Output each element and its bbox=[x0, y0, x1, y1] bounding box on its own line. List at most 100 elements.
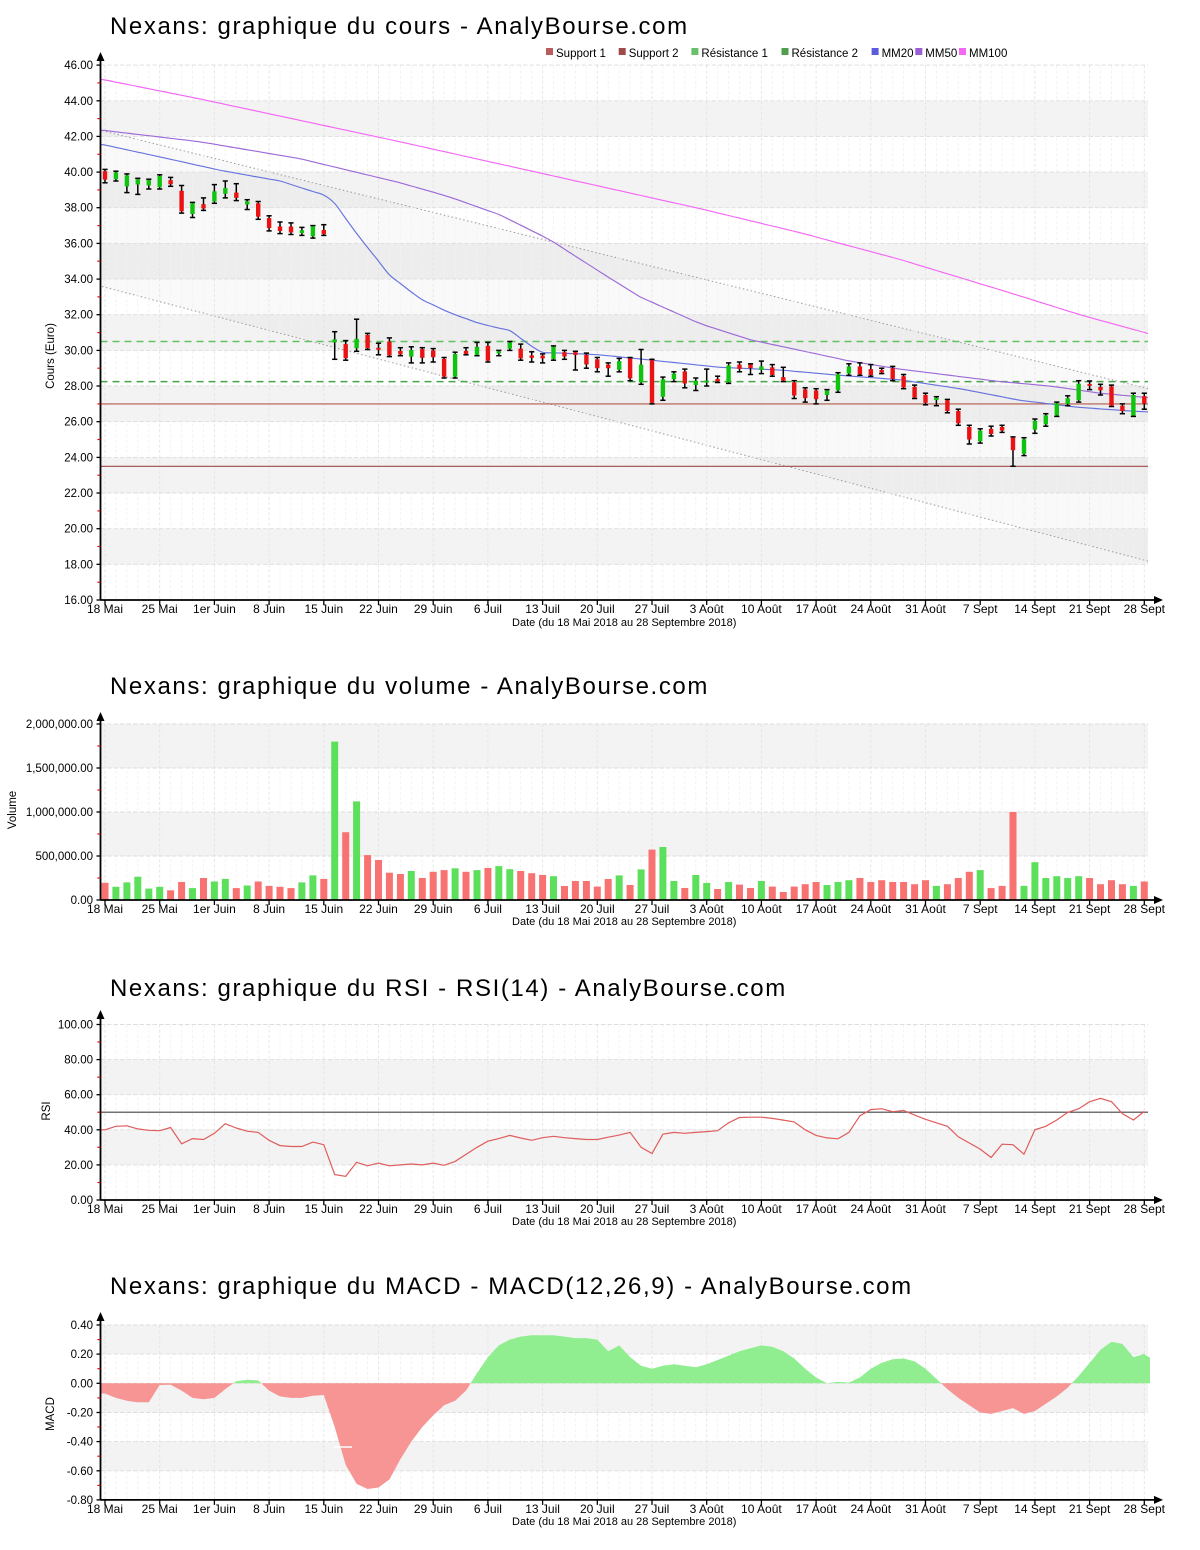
svg-text:1,500,000.00: 1,500,000.00 bbox=[26, 763, 93, 775]
svg-text:20.00: 20.00 bbox=[64, 524, 93, 536]
svg-text:7 Sept: 7 Sept bbox=[963, 902, 998, 916]
svg-text:8 Juin: 8 Juin bbox=[253, 902, 285, 916]
svg-text:7 Sept: 7 Sept bbox=[963, 1502, 998, 1516]
svg-text:Nexans: graphique du volume -: Nexans: graphique du volume - AnalyBours… bbox=[110, 673, 709, 700]
svg-text:Volume: Volume bbox=[7, 791, 19, 829]
svg-text:6 Juil: 6 Juil bbox=[474, 1502, 502, 1516]
svg-text:Cours (Euro): Cours (Euro) bbox=[45, 323, 57, 389]
svg-text:3 Août: 3 Août bbox=[690, 1502, 725, 1516]
svg-text:Nexans: graphique du RSI - RSI: Nexans: graphique du RSI - RSI(14) - Ana… bbox=[110, 975, 787, 1002]
svg-text:RSI: RSI bbox=[41, 1101, 53, 1120]
svg-text:100.00: 100.00 bbox=[58, 1020, 93, 1032]
svg-text:6 Juil: 6 Juil bbox=[474, 1202, 502, 1216]
svg-text:20.00: 20.00 bbox=[64, 1160, 93, 1172]
svg-text:24 Août: 24 Août bbox=[850, 1202, 891, 1216]
svg-text:14 Sept: 14 Sept bbox=[1014, 902, 1056, 916]
svg-text:10 Août: 10 Août bbox=[741, 902, 782, 916]
svg-text:42.00: 42.00 bbox=[64, 131, 93, 143]
svg-text:28 Sept: 28 Sept bbox=[1124, 1502, 1166, 1516]
svg-text:24 Août: 24 Août bbox=[850, 902, 891, 916]
svg-text:25 Mai: 25 Mai bbox=[142, 602, 178, 616]
svg-text:30.00: 30.00 bbox=[64, 345, 93, 357]
svg-text:22 Juin: 22 Juin bbox=[359, 602, 398, 616]
svg-text:17 Août: 17 Août bbox=[796, 1502, 837, 1516]
svg-text:10 Août: 10 Août bbox=[741, 1502, 782, 1516]
svg-text:Support 2: Support 2 bbox=[629, 48, 679, 60]
svg-text:31 Août: 31 Août bbox=[905, 602, 946, 616]
svg-text:MACD: MACD bbox=[45, 1397, 57, 1431]
svg-text:3 Août: 3 Août bbox=[690, 902, 725, 916]
svg-text:Résistance 2: Résistance 2 bbox=[792, 48, 858, 60]
svg-text:21 Sept: 21 Sept bbox=[1069, 602, 1111, 616]
svg-text:10 Août: 10 Août bbox=[741, 1202, 782, 1216]
svg-text:17 Août: 17 Août bbox=[796, 902, 837, 916]
svg-text:40.00: 40.00 bbox=[64, 167, 93, 179]
svg-text:80.00: 80.00 bbox=[64, 1055, 93, 1067]
svg-text:8 Juin: 8 Juin bbox=[253, 1502, 285, 1516]
svg-text:-0.20: -0.20 bbox=[67, 1407, 93, 1419]
svg-text:32.00: 32.00 bbox=[64, 310, 93, 322]
svg-text:3 Août: 3 Août bbox=[690, 602, 725, 616]
svg-text:13 Juil: 13 Juil bbox=[525, 1502, 560, 1516]
svg-text:22 Juin: 22 Juin bbox=[359, 1502, 398, 1516]
svg-text:Nexans: graphique du MACD - MA: Nexans: graphique du MACD - MACD(12,26,9… bbox=[110, 1273, 913, 1300]
svg-text:15 Juin: 15 Juin bbox=[304, 1202, 343, 1216]
svg-text:0.00: 0.00 bbox=[71, 1378, 93, 1390]
svg-text:18 Mai: 18 Mai bbox=[87, 1502, 123, 1516]
svg-text:18 Mai: 18 Mai bbox=[87, 602, 123, 616]
svg-text:21 Sept: 21 Sept bbox=[1069, 1502, 1111, 1516]
svg-text:29 Juin: 29 Juin bbox=[414, 602, 453, 616]
svg-text:16.00: 16.00 bbox=[64, 595, 93, 607]
svg-text:27 Juil: 27 Juil bbox=[635, 602, 670, 616]
svg-text:13 Juil: 13 Juil bbox=[525, 602, 560, 616]
svg-text:15 Juin: 15 Juin bbox=[304, 602, 343, 616]
svg-text:MM100: MM100 bbox=[969, 48, 1007, 60]
svg-text:3 Août: 3 Août bbox=[690, 1202, 725, 1216]
svg-text:25 Mai: 25 Mai bbox=[142, 1502, 178, 1516]
svg-text:25 Mai: 25 Mai bbox=[142, 902, 178, 916]
svg-text:24 Août: 24 Août bbox=[850, 602, 891, 616]
svg-text:27 Juil: 27 Juil bbox=[635, 1202, 670, 1216]
svg-text:-0.40: -0.40 bbox=[67, 1437, 93, 1449]
svg-text:22.00: 22.00 bbox=[64, 488, 93, 500]
svg-text:24 Août: 24 Août bbox=[850, 1502, 891, 1516]
svg-text:17 Août: 17 Août bbox=[796, 1202, 837, 1216]
svg-text:10 Août: 10 Août bbox=[741, 602, 782, 616]
svg-text:22 Juin: 22 Juin bbox=[359, 1202, 398, 1216]
svg-text:20 Juil: 20 Juil bbox=[580, 1202, 615, 1216]
svg-text:18 Mai: 18 Mai bbox=[87, 902, 123, 916]
svg-text:1er Juin: 1er Juin bbox=[193, 902, 236, 916]
svg-text:1er Juin: 1er Juin bbox=[193, 602, 236, 616]
svg-text:24.00: 24.00 bbox=[64, 452, 93, 464]
svg-text:31 Août: 31 Août bbox=[905, 1502, 946, 1516]
svg-text:46.00: 46.00 bbox=[64, 60, 93, 72]
svg-text:21 Sept: 21 Sept bbox=[1069, 902, 1111, 916]
svg-text:2,000,000.00: 2,000,000.00 bbox=[26, 719, 93, 731]
svg-text:0.40: 0.40 bbox=[71, 1320, 93, 1332]
svg-text:25 Mai: 25 Mai bbox=[142, 1202, 178, 1216]
svg-text:0.00: 0.00 bbox=[71, 1195, 93, 1207]
svg-text:28 Sept: 28 Sept bbox=[1124, 602, 1166, 616]
svg-text:1er Juin: 1er Juin bbox=[193, 1202, 236, 1216]
svg-text:15 Juin: 15 Juin bbox=[304, 902, 343, 916]
svg-text:0.00: 0.00 bbox=[71, 895, 93, 907]
svg-text:29 Juin: 29 Juin bbox=[414, 1202, 453, 1216]
svg-text:6 Juil: 6 Juil bbox=[474, 902, 502, 916]
svg-text:31 Août: 31 Août bbox=[905, 902, 946, 916]
svg-text:Date (du 18 Mai 2018 au 28 Sep: Date (du 18 Mai 2018 au 28 Septembre 201… bbox=[512, 617, 736, 629]
svg-text:13 Juil: 13 Juil bbox=[525, 902, 560, 916]
svg-text:38.00: 38.00 bbox=[64, 203, 93, 215]
svg-text:28 Sept: 28 Sept bbox=[1124, 902, 1166, 916]
svg-text:20 Juil: 20 Juil bbox=[580, 1502, 615, 1516]
svg-text:28 Sept: 28 Sept bbox=[1124, 1202, 1166, 1216]
svg-text:27 Juil: 27 Juil bbox=[635, 902, 670, 916]
svg-text:44.00: 44.00 bbox=[64, 96, 93, 108]
svg-text:-0.60: -0.60 bbox=[67, 1466, 93, 1478]
svg-text:Date (du 18 Mai 2018 au 28 Sep: Date (du 18 Mai 2018 au 28 Septembre 201… bbox=[512, 1516, 736, 1528]
svg-text:18.00: 18.00 bbox=[64, 559, 93, 571]
svg-text:15 Juin: 15 Juin bbox=[304, 1502, 343, 1516]
svg-text:27 Juil: 27 Juil bbox=[635, 1502, 670, 1516]
svg-text:Support 1: Support 1 bbox=[556, 48, 606, 60]
svg-text:8 Juin: 8 Juin bbox=[253, 602, 285, 616]
svg-text:Date (du 18 Mai 2018 au 28 Sep: Date (du 18 Mai 2018 au 28 Septembre 201… bbox=[512, 916, 736, 928]
